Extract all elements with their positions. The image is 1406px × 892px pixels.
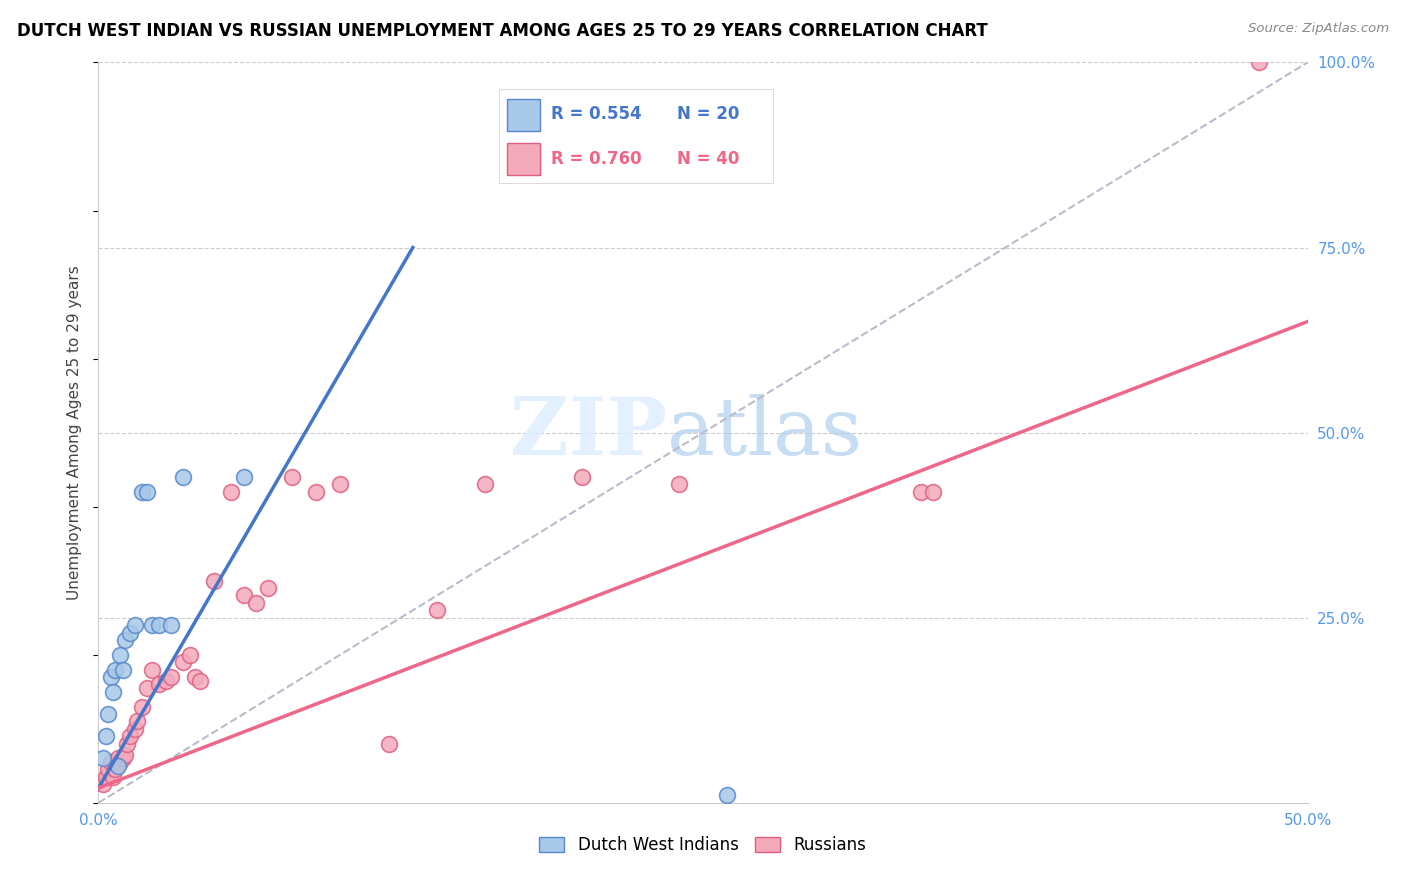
Point <box>101 685 124 699</box>
Point <box>377 737 399 751</box>
Point <box>107 751 129 765</box>
Legend: Dutch West Indians, Russians: Dutch West Indians, Russians <box>533 830 873 861</box>
Point <box>135 681 157 695</box>
Point <box>114 632 136 647</box>
Point <box>232 470 254 484</box>
Text: DUTCH WEST INDIAN VS RUSSIAN UNEMPLOYMENT AMONG AGES 25 TO 29 YEARS CORRELATION : DUTCH WEST INDIAN VS RUSSIAN UNEMPLOYMEN… <box>17 22 987 40</box>
Point <box>148 618 170 632</box>
Point <box>117 737 139 751</box>
Point <box>97 706 120 721</box>
Point <box>124 722 146 736</box>
Point <box>118 729 141 743</box>
Point <box>921 484 943 499</box>
Bar <box>508 98 540 131</box>
Point <box>141 618 163 632</box>
Point <box>155 673 177 688</box>
Point <box>184 670 207 684</box>
Point <box>101 770 124 784</box>
Point <box>100 755 122 769</box>
Point <box>91 777 114 791</box>
Point <box>114 747 136 762</box>
Point <box>1249 55 1271 70</box>
Point <box>329 477 352 491</box>
Text: Source: ZipAtlas.com: Source: ZipAtlas.com <box>1249 22 1389 36</box>
Point <box>118 625 141 640</box>
Point <box>204 574 226 588</box>
Point <box>131 484 153 499</box>
Point <box>141 663 163 677</box>
Point <box>232 589 254 603</box>
Text: atlas: atlas <box>666 393 862 472</box>
Point <box>221 484 243 499</box>
Point <box>107 758 129 772</box>
Point <box>97 763 120 777</box>
Point <box>188 673 211 688</box>
Point <box>94 729 117 743</box>
Y-axis label: Unemployment Among Ages 25 to 29 years: Unemployment Among Ages 25 to 29 years <box>67 265 83 600</box>
Point <box>94 770 117 784</box>
Point <box>127 714 149 729</box>
Point <box>131 699 153 714</box>
Point <box>571 470 593 484</box>
Point <box>104 763 127 777</box>
Point <box>111 751 134 765</box>
Point <box>148 677 170 691</box>
Point <box>135 484 157 499</box>
Point <box>172 470 194 484</box>
Point <box>245 596 267 610</box>
Point <box>179 648 201 662</box>
Point <box>100 670 122 684</box>
Text: R = 0.760: R = 0.760 <box>551 150 643 168</box>
Point <box>305 484 328 499</box>
Point <box>668 477 690 491</box>
Point <box>108 648 131 662</box>
Text: R = 0.554: R = 0.554 <box>551 105 643 123</box>
Point <box>111 663 134 677</box>
Bar <box>508 143 540 176</box>
Text: ZIP: ZIP <box>510 393 666 472</box>
Point <box>160 670 183 684</box>
Point <box>124 618 146 632</box>
Point <box>910 484 932 499</box>
Text: N = 40: N = 40 <box>678 150 740 168</box>
Point <box>281 470 304 484</box>
Point <box>256 581 278 595</box>
Point <box>716 789 738 803</box>
Text: N = 20: N = 20 <box>678 105 740 123</box>
Point <box>91 751 114 765</box>
Point <box>172 655 194 669</box>
Point <box>474 477 496 491</box>
Point <box>160 618 183 632</box>
Point <box>426 603 449 617</box>
Point <box>108 755 131 769</box>
Point <box>104 663 127 677</box>
